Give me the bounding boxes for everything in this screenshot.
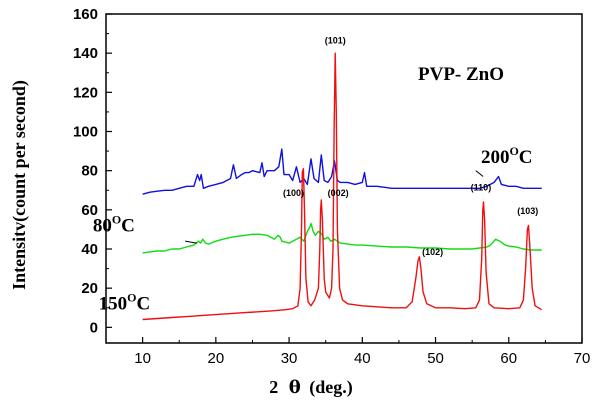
x-tick-label: 20 — [208, 350, 225, 367]
series-label-unit: C — [519, 147, 533, 168]
series-label-temp: 150 — [99, 294, 128, 315]
series-label-unit: C — [121, 215, 135, 236]
series-label-degree: O — [509, 144, 518, 158]
plot-frame — [105, 13, 583, 344]
x-tick-label: 40 — [354, 350, 371, 367]
series-label-temp: 80 — [93, 215, 112, 236]
peak-annotation: (101) — [325, 35, 346, 45]
label-leader-200 — [475, 170, 484, 177]
chart-title: PVP- ZnO — [418, 64, 504, 85]
y-tick-label: 0 — [90, 319, 98, 336]
axes — [105, 13, 583, 344]
x-tick-label: 70 — [574, 350, 591, 367]
peak-annotation: (002) — [328, 188, 349, 198]
series-layer — [142, 52, 543, 321]
peak-annotation: (110) — [471, 182, 492, 192]
y-tick-label: 160 — [73, 6, 98, 23]
y-tick-label: 20 — [81, 280, 98, 297]
series-line-80 — [142, 222, 542, 254]
y-tick-label: 100 — [73, 124, 98, 141]
y-tick-label: 120 — [73, 84, 98, 101]
y-axis-label: Intensitv(count per second) — [9, 80, 30, 290]
series-label-unit: C — [137, 294, 151, 315]
x-tick-label: 30 — [281, 350, 298, 367]
series-label-200: 200OC — [481, 144, 533, 168]
x-axis-label-prefix: 2 — [269, 377, 278, 397]
x-axis-label-theta: θ — [289, 377, 301, 398]
x-axis-label-suffix: (deg.) — [309, 377, 353, 398]
y-tick-label: 60 — [81, 202, 98, 219]
label-leader-80 — [185, 240, 197, 244]
series-label-80: 80OC — [93, 212, 135, 236]
series-label-degree: O — [127, 291, 136, 305]
x-tick-label: 60 — [500, 350, 517, 367]
series-label-degree: O — [112, 212, 121, 226]
series-label-150: 150OC — [99, 291, 151, 315]
peak-annotation: (100) — [283, 188, 304, 198]
series-line-150 — [142, 52, 543, 321]
x-axis-label: 2 θ (deg.) — [269, 377, 353, 398]
peak-annotation: (103) — [517, 206, 538, 216]
peak-annotation: (102) — [422, 247, 443, 257]
x-tick-label: 10 — [134, 350, 151, 367]
x-tick-label: 50 — [427, 350, 444, 367]
y-tick-label: 140 — [73, 45, 98, 62]
y-tick-label: 40 — [81, 241, 98, 258]
series-label-temp: 200 — [481, 147, 510, 168]
y-tick-label: 80 — [81, 163, 98, 180]
